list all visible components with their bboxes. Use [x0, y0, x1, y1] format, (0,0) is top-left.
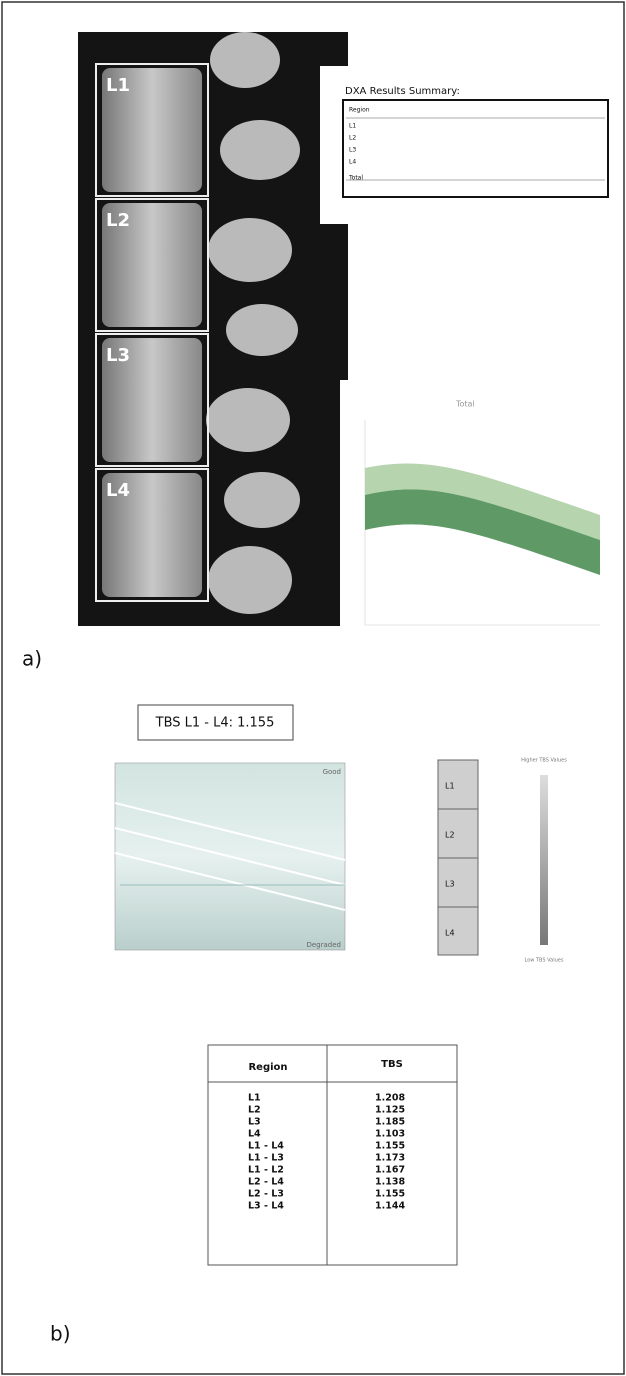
- panel-label: b): [50, 1322, 71, 1346]
- scale-label: Low TBS Values: [525, 958, 564, 964]
- dxa-table: [342, 99, 609, 198]
- table-header: Region: [248, 1062, 287, 1073]
- vertebra-label: L4: [106, 480, 130, 501]
- table-region: L2: [248, 1105, 261, 1116]
- vertebra-label: L2: [106, 210, 130, 231]
- tbs-chart: [114, 762, 346, 951]
- scale-label: Higher TBS Values: [521, 758, 567, 764]
- dxa-row-label: L3: [349, 147, 356, 154]
- strip-label: L3: [445, 880, 455, 889]
- dxa-row-label: L4: [349, 159, 356, 166]
- table-region: L2 - L4: [248, 1177, 284, 1188]
- reference-curve: [364, 420, 600, 626]
- table-tbs: 1.155: [375, 1189, 405, 1200]
- dxa-header: Region: [349, 107, 370, 114]
- chart-annotation: Degraded: [306, 941, 341, 949]
- tbs-headline: TBS L1 - L4: 1.155: [155, 716, 275, 731]
- table-region: L4: [248, 1129, 261, 1140]
- table-tbs: 1.185: [375, 1117, 405, 1128]
- table-region: L1 - L3: [248, 1153, 284, 1164]
- tbs-box: [137, 704, 294, 741]
- dxa-title: DXA Results Summary:: [345, 86, 460, 97]
- table-tbs: 1.155: [375, 1141, 405, 1152]
- table-tbs: 1.173: [375, 1153, 405, 1164]
- dxa-row-label: L2: [349, 135, 356, 142]
- spine-scan: L1 L2 L3 L4: [78, 32, 348, 626]
- table-tbs: 1.208: [375, 1093, 405, 1104]
- dxa-row-label: Total: [348, 175, 363, 182]
- strip-label: L4: [445, 929, 455, 938]
- table-tbs: 1.144: [375, 1201, 405, 1212]
- table-tbs: 1.125: [375, 1105, 405, 1116]
- table-tbs: 1.167: [375, 1165, 405, 1176]
- table-region: L2 - L3: [248, 1189, 284, 1200]
- table-header: TBS: [381, 1059, 403, 1070]
- curve-label: Total: [455, 400, 475, 409]
- tbs-table: [207, 1044, 458, 1266]
- table-region: L1 - L4: [248, 1141, 284, 1152]
- vertebra-label: L3: [106, 345, 130, 366]
- table-region: L1 - L2: [248, 1165, 284, 1176]
- strip-label: L1: [445, 782, 455, 791]
- table-region: L3 - L4: [248, 1201, 284, 1212]
- table-tbs: 1.138: [375, 1177, 405, 1188]
- dxa-row-label: L1: [349, 123, 356, 130]
- chart-annotation: Good: [323, 768, 341, 776]
- tbs-strip: [437, 759, 479, 956]
- panel-label: a): [22, 647, 42, 671]
- table-region: L1: [248, 1093, 261, 1104]
- table-tbs: 1.103: [375, 1129, 405, 1140]
- strip-label: L2: [445, 831, 455, 840]
- table-region: L3: [248, 1117, 261, 1128]
- color-scale: [540, 775, 548, 945]
- vertebra-label: L1: [106, 75, 130, 96]
